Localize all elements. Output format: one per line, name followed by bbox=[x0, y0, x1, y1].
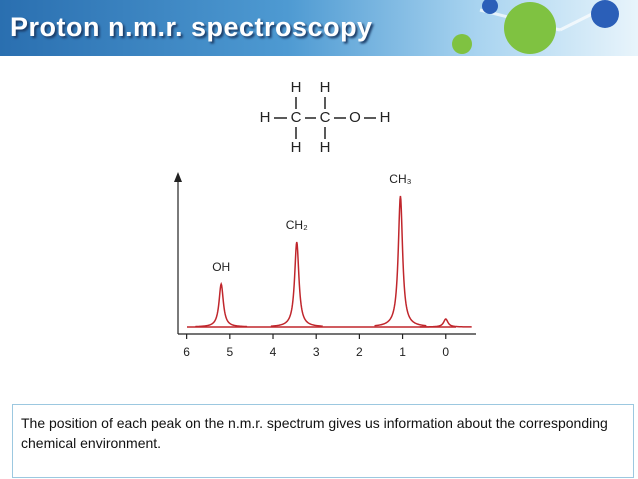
bonds bbox=[274, 97, 376, 139]
x-tick-label: 6 bbox=[183, 345, 190, 359]
atom: H bbox=[320, 139, 331, 156]
x-tick-label: 4 bbox=[270, 345, 277, 359]
atom: C bbox=[291, 109, 302, 126]
atom: H bbox=[291, 139, 302, 156]
atom: O bbox=[349, 109, 361, 126]
atom: H bbox=[260, 109, 271, 126]
x-tick-label: 1 bbox=[399, 345, 406, 359]
atom: H bbox=[320, 79, 331, 96]
peak bbox=[270, 241, 323, 327]
atom: H bbox=[291, 79, 302, 96]
x-tick-label: 0 bbox=[442, 345, 449, 359]
atom: H bbox=[380, 109, 391, 126]
x-tick-label: 3 bbox=[313, 345, 320, 359]
peak-label: CH₃ bbox=[389, 172, 411, 186]
peak bbox=[419, 318, 472, 328]
peak bbox=[195, 281, 248, 328]
header: Proton n.m.r. spectroscopy bbox=[0, 0, 638, 56]
y-axis-arrow bbox=[174, 172, 182, 182]
caption: The position of each peak on the n.m.r. … bbox=[12, 404, 634, 478]
peak-label: OH bbox=[212, 260, 230, 274]
peak-label: CH₂ bbox=[286, 218, 308, 232]
peak bbox=[374, 195, 427, 327]
x-tick-label: 2 bbox=[356, 345, 363, 359]
header-decoration bbox=[452, 0, 619, 54]
x-tick-label: 5 bbox=[226, 345, 233, 359]
title: Proton n.m.r. spectroscopy bbox=[10, 12, 373, 42]
atom: C bbox=[320, 109, 331, 126]
